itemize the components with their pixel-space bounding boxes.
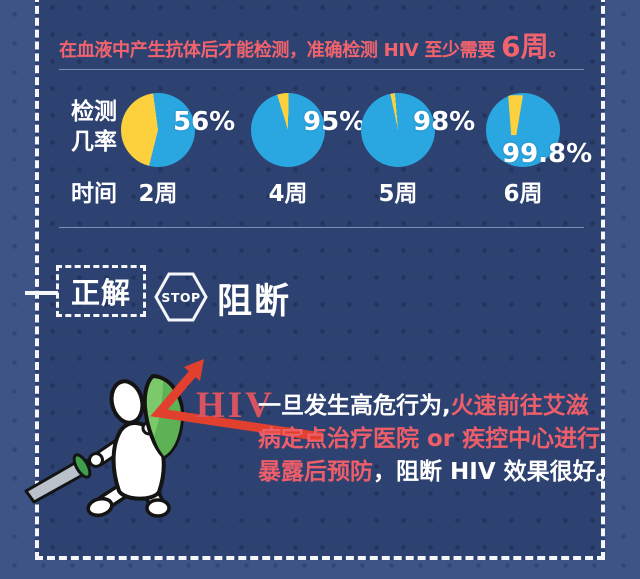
advice-segment: 暴露后预防 <box>258 459 373 485</box>
pie-week-label: 4周 <box>268 181 308 207</box>
pie-value-label: 98% <box>413 107 476 137</box>
advice-segment: ，阻断 HIV 效果很好。 <box>373 459 619 485</box>
intro-note: 在血液中产生抗体后才能检测，准确检测 HIV 至少需要 6周。 <box>59 25 593 65</box>
pie-value-label: 95% <box>303 107 366 137</box>
pie-week-label: 6周 <box>503 181 543 207</box>
pie-chart-5周 <box>361 93 435 167</box>
figure-illustration: HIV <box>24 359 323 518</box>
pie-column-6周: 99.8% 6周 <box>486 93 592 211</box>
divider-middle <box>59 227 584 228</box>
pie-value-label: 56% <box>173 107 236 137</box>
divider-top <box>59 69 584 70</box>
deflected-arrow-icon <box>150 359 323 442</box>
connector-tick <box>25 291 58 295</box>
pie-week-label: 5周 <box>378 181 418 207</box>
stop-sign-icon: STOP <box>154 272 208 322</box>
intro-note-end: 。 <box>548 40 567 61</box>
advice-segment: 病定点治疗医院 or 疾控中心进行 <box>258 426 601 452</box>
intro-note-emphasis: 6周 <box>501 30 549 63</box>
intro-note-main: 在血液中产生抗体后才能检测，准确检测 HIV 至少需要 <box>59 40 502 61</box>
advice-segment: 火速前往艾滋 <box>450 393 589 419</box>
pie-chart-2周 <box>121 93 195 167</box>
pie-chart-6周 <box>486 93 560 167</box>
pie-column-5周: 98% 5周 <box>361 93 475 211</box>
advice-line: 病定点治疗医院 or 疾控中心进行 <box>258 423 619 456</box>
pie-column-2周: 56% 2周 <box>121 93 235 211</box>
correct-answer-label: 正解 <box>70 276 131 310</box>
pie-value-label: 99.8% <box>502 139 593 169</box>
correct-answer-box: 正解 <box>56 265 146 317</box>
hiv-label: HIV <box>196 385 275 426</box>
advice-line: 一旦发生高危行为,火速前往艾滋 <box>258 390 619 423</box>
time-axis-label: 时间 <box>71 181 117 207</box>
pie-column-4周: 95% 4周 <box>251 93 365 211</box>
advice-segment: 一旦发生高危行为, <box>258 393 451 419</box>
advice-line: 暴露后预防，阻断 HIV 效果很好。 <box>258 456 619 489</box>
advice-text: 一旦发生高危行为,火速前往艾滋 病定点治疗医院 or 疾控中心进行 暴露后预防，阻断… <box>258 390 619 489</box>
pie-row-label: 检测几率 <box>71 99 117 155</box>
pie-chart-4周 <box>251 93 325 167</box>
pie-week-label: 2周 <box>138 181 178 207</box>
action-label: 阻断 <box>217 282 292 322</box>
stop-sign-label: STOP <box>161 290 200 305</box>
